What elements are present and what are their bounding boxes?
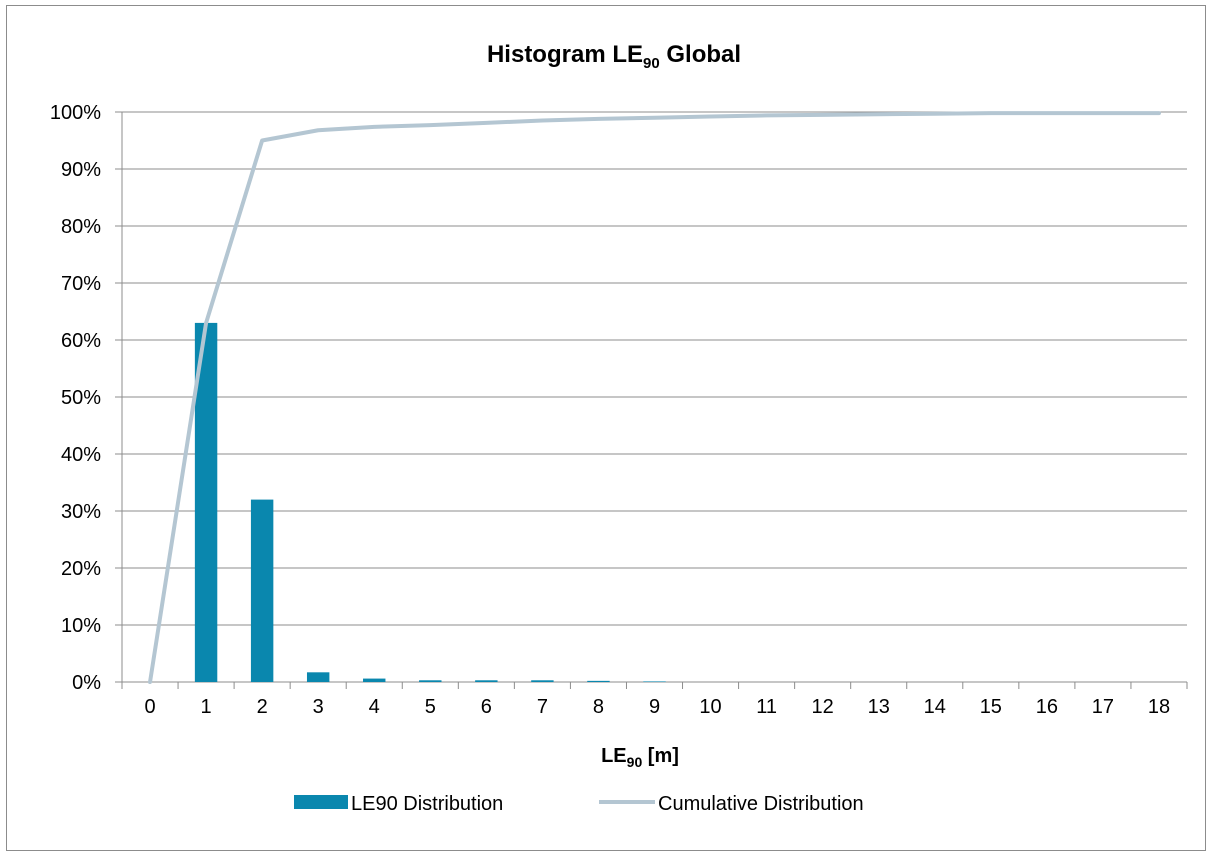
x-tick-label: 8	[593, 696, 604, 718]
gridlines	[122, 111, 1187, 626]
x-tick-label: 10	[699, 696, 721, 718]
x-tick-label: 13	[868, 696, 890, 718]
chart-title-suffix: Global	[660, 41, 741, 68]
x-tick-label: 0	[144, 696, 155, 718]
bar	[475, 680, 498, 682]
cumulative-line	[148, 111, 1161, 684]
bar-series	[194, 322, 666, 682]
bar	[363, 678, 386, 682]
bar	[194, 322, 218, 682]
axes	[115, 111, 1188, 689]
bar	[531, 680, 554, 682]
y-tick-label: 80%	[61, 216, 101, 238]
x-tick-label: 14	[924, 696, 946, 718]
legend: LE90 Distribution Cumulative Distributio…	[294, 793, 864, 815]
bar	[643, 681, 666, 682]
y-tick-label: 100%	[50, 102, 101, 124]
y-tick-labels: 0% 10% 20% 30% 40% 50% 60% 70% 80% 90% 100%	[50, 102, 101, 694]
x-tick-label: 18	[1148, 696, 1170, 718]
x-tick-label: 2	[257, 696, 268, 718]
y-tick-label: 70%	[61, 273, 101, 295]
legend-swatch-bars	[294, 795, 348, 809]
bar	[419, 680, 442, 682]
x-axis-title-suffix: [m]	[642, 745, 679, 767]
y-tick-label: 0%	[72, 672, 101, 694]
chart-title-main: Histogram LE	[487, 41, 643, 68]
chart-title-subscript: 90	[643, 55, 660, 72]
y-tick-label: 90%	[61, 159, 101, 181]
x-tick-label: 1	[201, 696, 212, 718]
line-series	[148, 111, 1161, 684]
x-tick-label: 15	[980, 696, 1002, 718]
chart-title: Histogram LE90 Global	[487, 41, 741, 72]
bar	[587, 680, 610, 682]
y-tick-label: 10%	[61, 615, 101, 637]
x-tick-label: 4	[369, 696, 380, 718]
y-tick-label: 60%	[61, 330, 101, 352]
x-tick-label: 11	[756, 696, 777, 718]
y-tick-label: 20%	[61, 558, 101, 580]
x-tick-label: 3	[313, 696, 324, 718]
y-tick-label: 30%	[61, 501, 101, 523]
x-tick-label: 6	[481, 696, 492, 718]
legend-label-bars: LE90 Distribution	[351, 793, 503, 815]
bar	[250, 499, 274, 682]
x-axis-title-main: LE	[601, 745, 627, 767]
x-tick-label: 17	[1092, 696, 1114, 718]
y-tick-label: 40%	[61, 444, 101, 466]
x-tick-label: 7	[537, 696, 548, 718]
x-tick-label: 12	[812, 696, 834, 718]
x-tick-label: 5	[425, 696, 436, 718]
x-axis-title-subscript: 90	[627, 754, 643, 770]
x-tick-label: 9	[649, 696, 660, 718]
bar	[306, 672, 330, 682]
x-tick-label: 16	[1036, 696, 1058, 718]
x-tick-labels: 0 1 2 3 4 5 6 7 8 9 10 11 12 13 14 15 16 17 18	[144, 696, 1170, 718]
y-tick-label: 50%	[61, 387, 101, 409]
legend-label-line: Cumulative Distribution	[658, 793, 864, 815]
x-axis-title: LE90 [m]	[601, 745, 679, 770]
